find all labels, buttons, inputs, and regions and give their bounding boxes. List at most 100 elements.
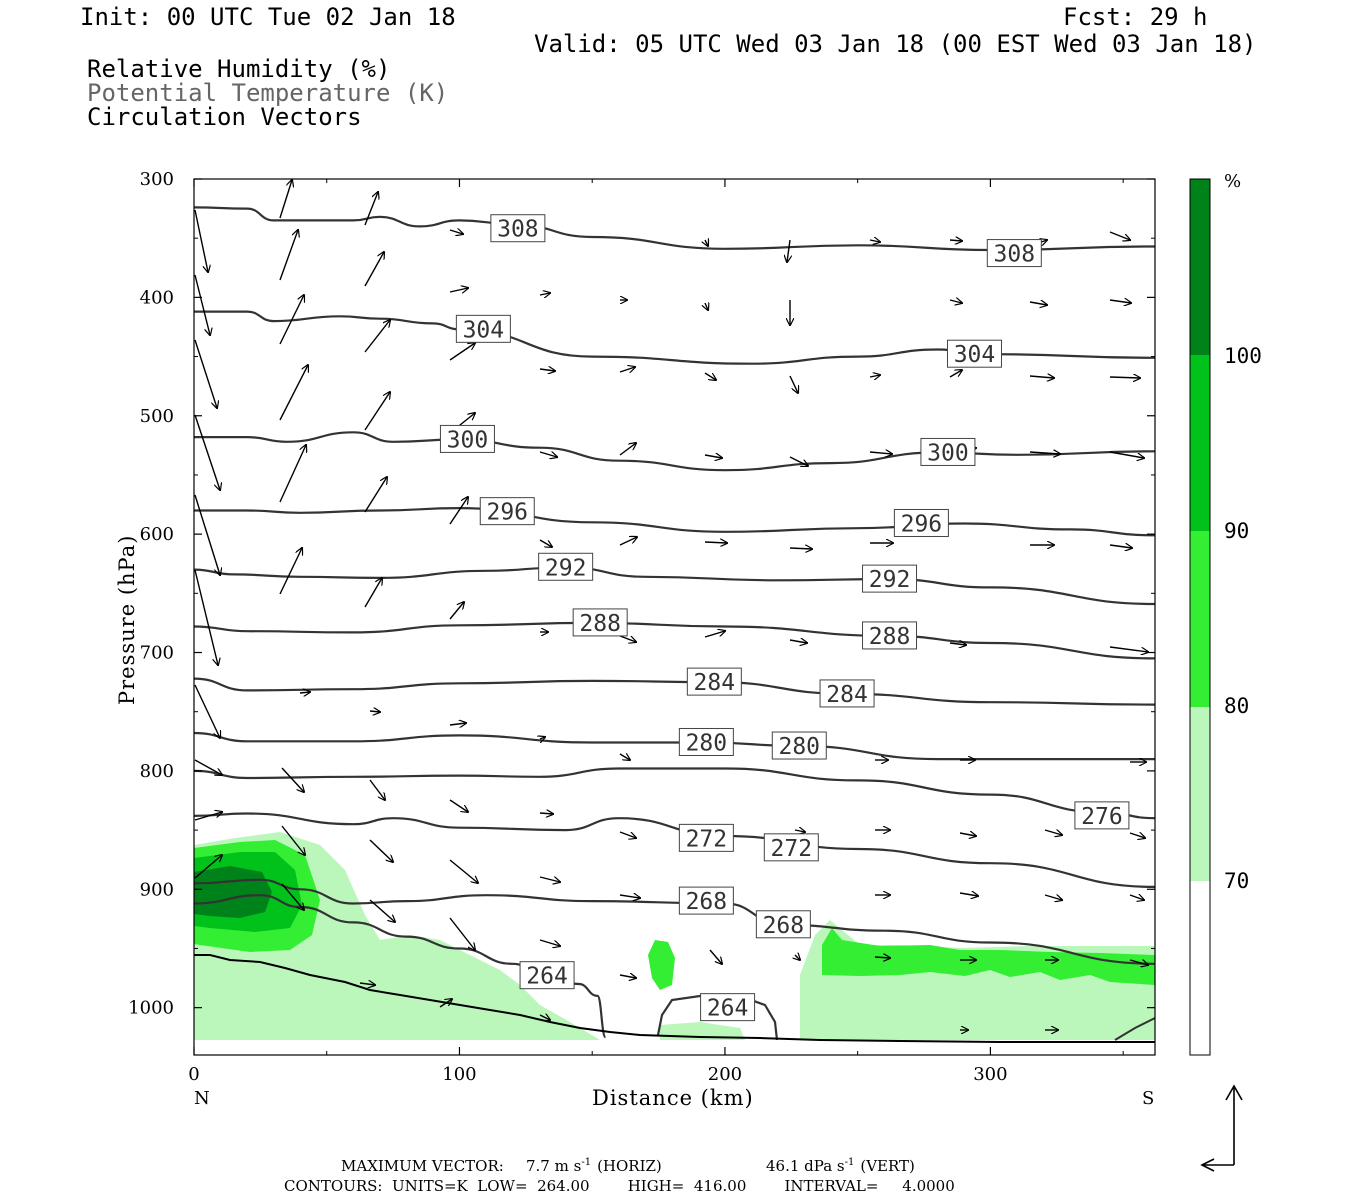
circulation-vector (539, 293, 550, 295)
theta-label-268: 268 (755, 910, 811, 939)
y-tick-label: 400 (140, 287, 174, 308)
colorbar-70-swatch (1190, 707, 1210, 881)
theta-label-text: 296 (901, 511, 943, 537)
y-axis-label: Pressure (hPa) (115, 535, 139, 705)
theta-label-text: 288 (869, 624, 911, 650)
circulation-vector (704, 455, 722, 458)
circulation-vector (1029, 452, 1060, 454)
potential-temperature-contours (194, 206, 1155, 1039)
colorbar-80-swatch (1190, 531, 1210, 707)
rh-80-region-center (648, 940, 675, 990)
circulation-vector (194, 569, 218, 665)
theta-label-box (678, 727, 734, 756)
circulation-vector (1109, 231, 1130, 240)
circulation-vector (539, 1015, 550, 1020)
footer-horiz-value: 7.7 m s-1 (HORIZ) (526, 1157, 662, 1175)
theta-label-288: 288 (862, 621, 918, 650)
circulation-vector (869, 375, 880, 377)
theta-label-text: 292 (869, 567, 911, 593)
theta-label-box (455, 314, 511, 343)
reference-vertical-arrowhead (1225, 1084, 1243, 1101)
theta-label-text: 296 (486, 500, 528, 526)
rh-70-region-south (800, 920, 1155, 1040)
circulation-vector (194, 414, 220, 490)
circulation-vector (1109, 545, 1132, 548)
reference-horizontal-arrowhead (1200, 1158, 1215, 1172)
circulation-vector (194, 759, 222, 775)
footer: MAXIMUM VECTOR: 7.7 m s-1 (HORIZ) 46.1 dP… (284, 1157, 955, 1195)
theta-label-box (862, 621, 918, 650)
circulation-vector (704, 542, 727, 543)
circulation-vector (449, 917, 475, 950)
relative-humidity-fill (194, 832, 1155, 1040)
theta-label-text: 308 (497, 217, 539, 243)
theta-label-264: 264 (700, 993, 756, 1022)
circulation-vector (369, 839, 393, 862)
circulation-vector (449, 602, 464, 620)
y-tick-label: 600 (140, 524, 174, 545)
circulation-vector (439, 999, 452, 1008)
theta-label-box (572, 608, 628, 637)
theta-contour-288 (194, 621, 1155, 660)
theta-contour-272 (194, 812, 1155, 888)
circulation-vector (709, 949, 722, 964)
theta-contour-300 (194, 431, 1155, 472)
theta-label-304: 304 (455, 314, 511, 343)
rh-100-region (194, 866, 272, 918)
footer-vert-value: 46.1 dPa s-1 (VERT) (766, 1157, 915, 1175)
circulation-vector (1109, 377, 1140, 378)
circulation-vector (1109, 300, 1131, 303)
x-tick-label: 200 (708, 1064, 742, 1085)
legend-vectors: Circulation Vectors (87, 103, 362, 131)
circulation-vector (1109, 646, 1148, 652)
theta-label-text: 284 (694, 670, 736, 696)
circulation-vector (449, 230, 463, 234)
theta-264-right-edge (1114, 1017, 1155, 1041)
colorbar-label-80: 80 (1224, 694, 1249, 718)
colorbar-frame (1189, 178, 1211, 1056)
theta-label-text: 300 (447, 427, 489, 453)
circulation-vector (789, 548, 812, 549)
theta-label-box (490, 214, 546, 243)
circulation-vector (369, 899, 395, 922)
circulation-vector (194, 855, 222, 879)
circulation-vector (539, 369, 555, 371)
legend-rh: Relative Humidity (%) (87, 55, 390, 83)
circulation-vector (369, 779, 385, 800)
circulation-vector (869, 452, 892, 454)
theta-label-292: 292 (862, 564, 918, 593)
colorbar-unit: % (1224, 171, 1241, 192)
theta-label-292: 292 (538, 552, 594, 581)
theta-label-text: 304 (463, 317, 505, 343)
theta-contour-284 (194, 677, 1155, 706)
circulation-vector (619, 635, 636, 642)
colorbar-100-swatch (1190, 179, 1210, 355)
theta-label-box (519, 961, 575, 990)
theta-label-300: 300 (920, 437, 976, 466)
circulation-vector (619, 754, 630, 760)
valid-time: Valid: 05 UTC Wed 03 Jan 18 (00 EST Wed … (534, 30, 1256, 58)
theta-contour-280 (194, 731, 1155, 761)
circulation-vector (789, 375, 798, 393)
circulation-vector (364, 578, 382, 608)
circulation-vector (1029, 376, 1054, 378)
theta-label-296: 296 (479, 497, 535, 526)
theta-label-text: 272 (771, 836, 813, 862)
rh-80-region-south (822, 928, 1155, 985)
circulation-vector (279, 445, 306, 503)
circulation-vector (959, 833, 976, 836)
circulation-vector (281, 883, 304, 910)
theta-label-box (439, 424, 495, 453)
y-tick-label: 1000 (128, 998, 174, 1019)
theta-label-box (1074, 801, 1130, 830)
theta-label-text: 288 (579, 611, 621, 637)
theta-label-text: 292 (545, 555, 587, 581)
circulation-vector (194, 339, 217, 408)
circulation-vectors (194, 180, 1148, 1030)
circulation-vector (449, 723, 466, 725)
circulation-vector (619, 537, 637, 546)
theta-label-text: 284 (826, 682, 868, 708)
north-end-label: N (194, 1088, 210, 1109)
theta-label-text: 304 (954, 342, 996, 368)
